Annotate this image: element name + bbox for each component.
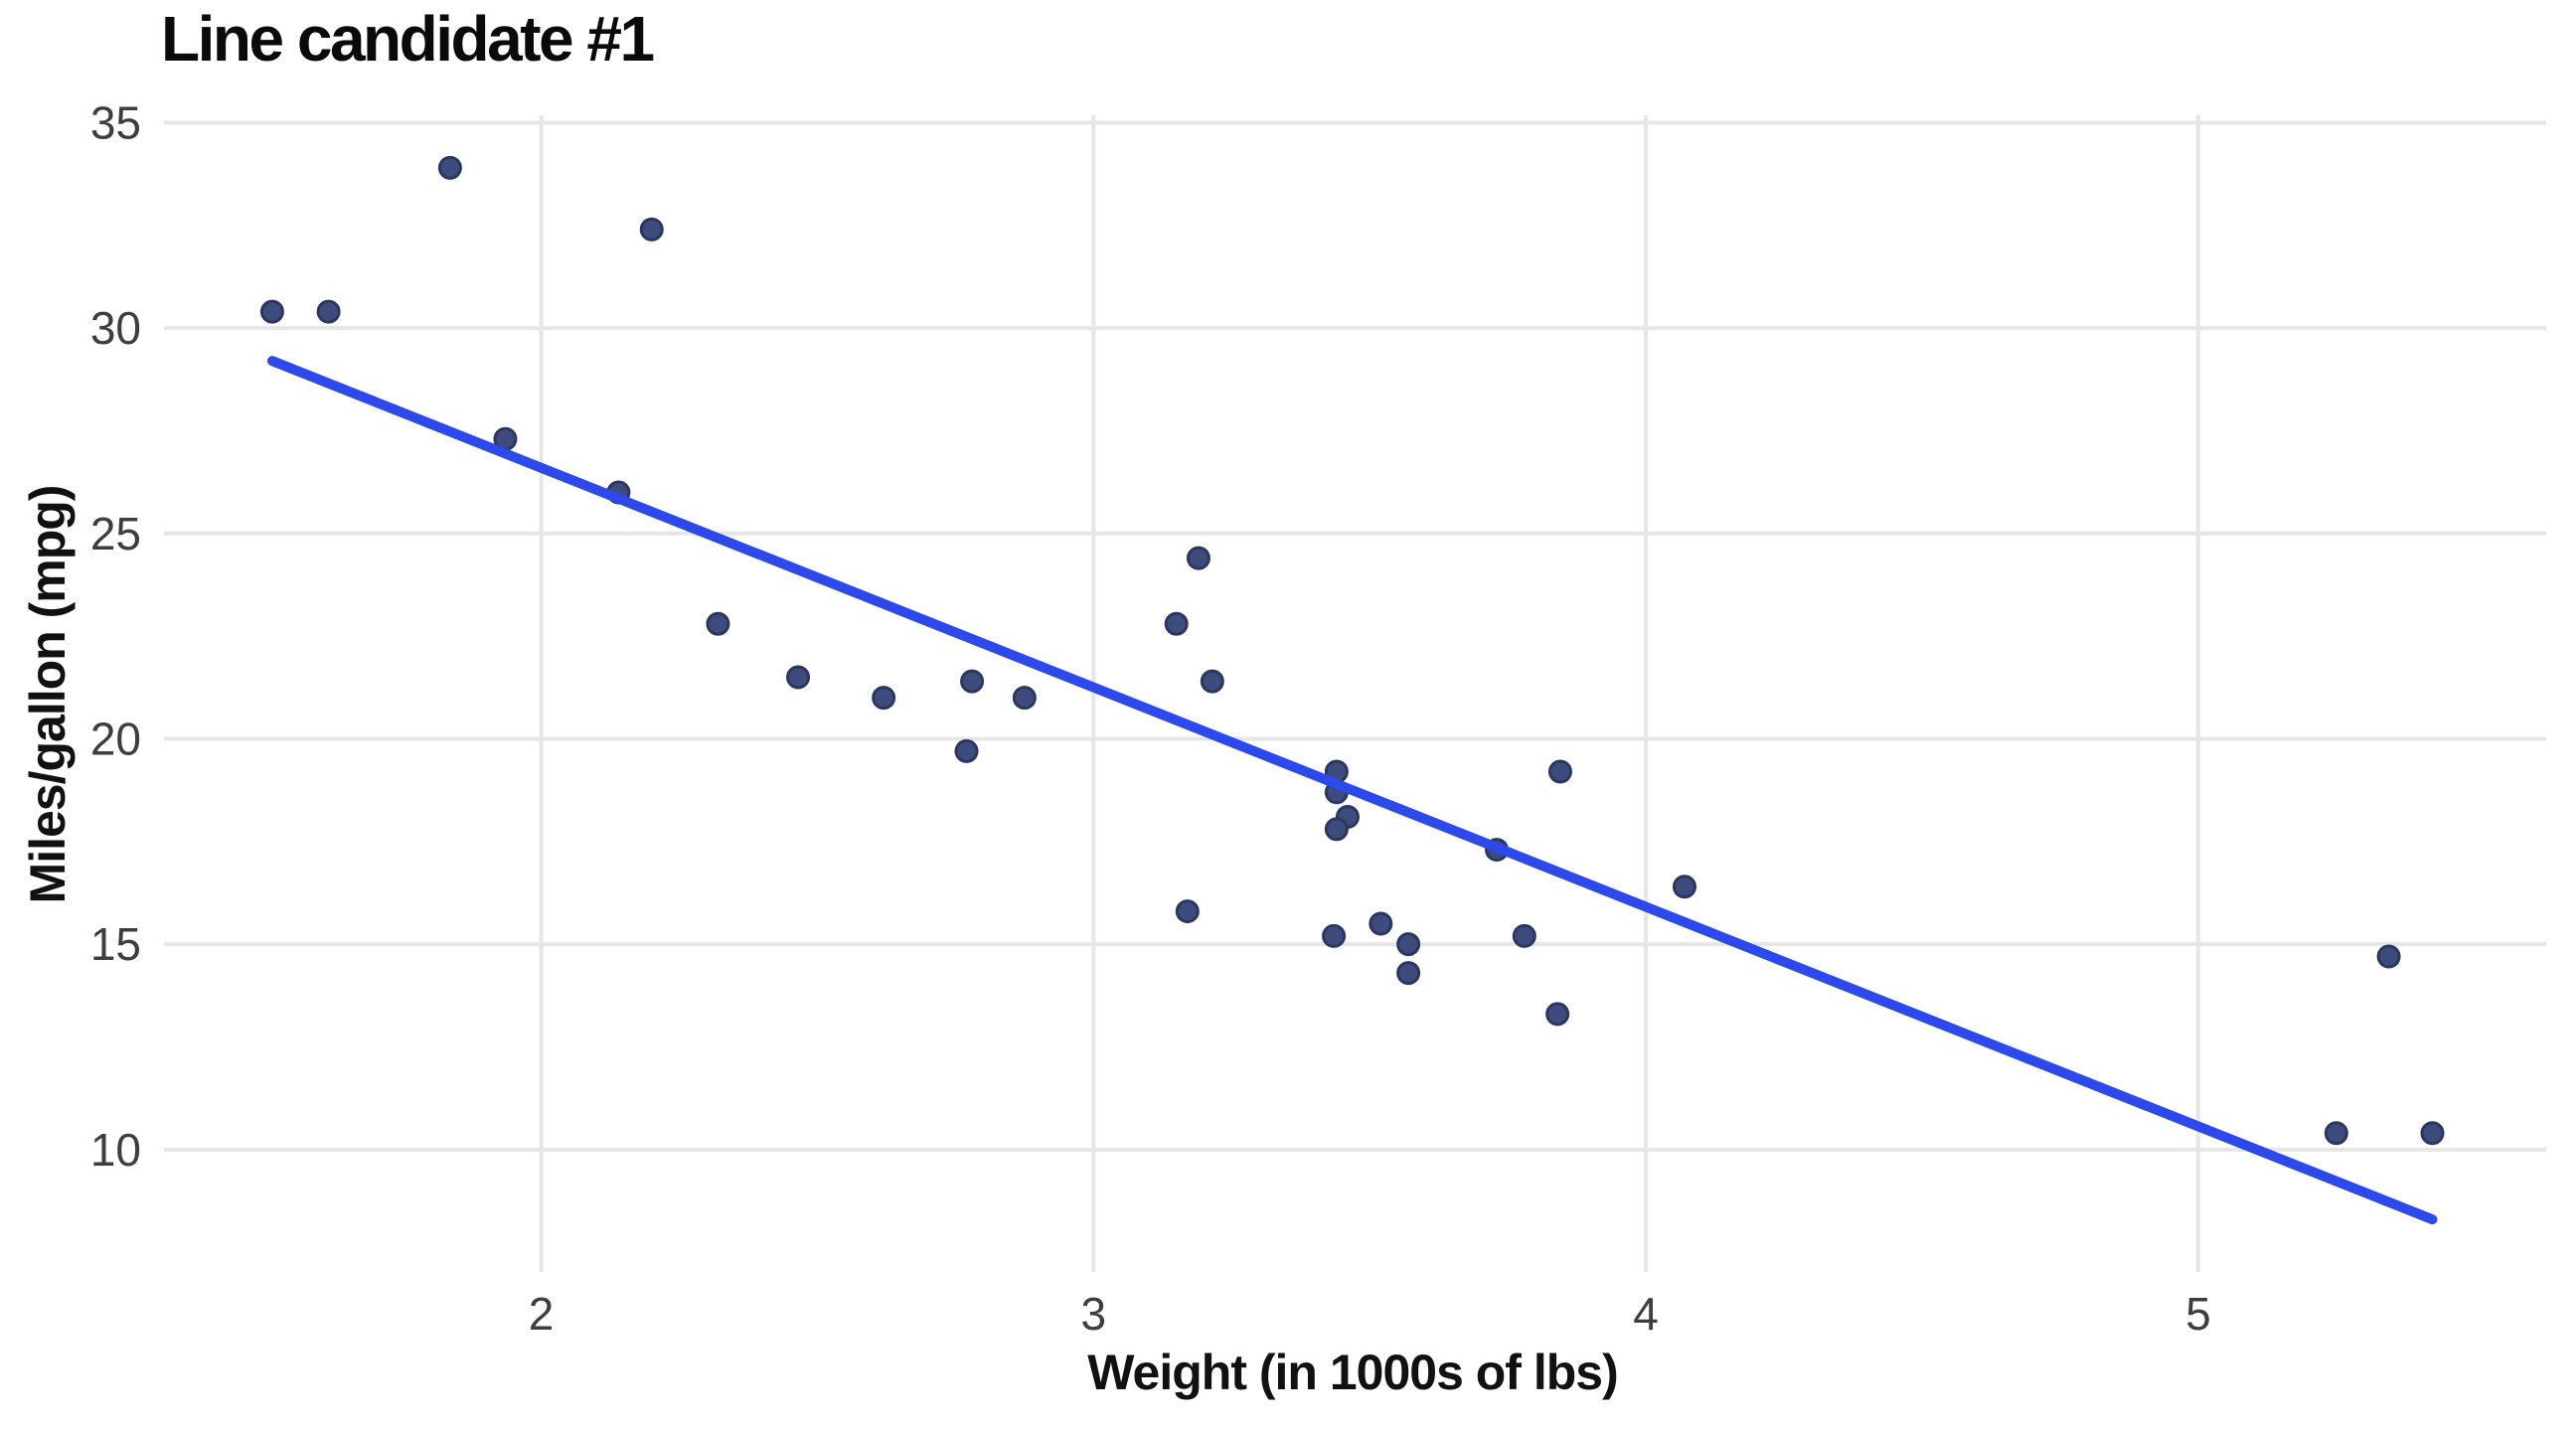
x-tick-label: 2 [529,1288,555,1340]
data-point [1512,923,1536,948]
y-tick-label: 15 [90,918,141,970]
data-point [2420,1121,2445,1146]
data-point [786,665,811,690]
data-point [1322,923,1347,948]
data-point [2324,1121,2348,1146]
y-axis-title: Miles/gallon (mpg) [20,485,76,904]
data-point [1545,1002,1570,1027]
data-point [1324,817,1349,842]
data-point [1368,911,1393,936]
y-tick-label: 10 [90,1124,141,1176]
data-point [259,299,284,324]
data-point [639,217,664,241]
data-point [1673,874,1697,899]
data-point [954,738,979,763]
data-point [1164,611,1189,636]
data-point [2376,944,2401,969]
data-point [1396,932,1421,957]
data-point [1186,546,1210,570]
y-tick-label: 25 [90,508,141,559]
candidate-line [266,356,2438,1225]
y-tick-label: 30 [90,302,141,354]
y-tick-label: 35 [90,96,141,148]
data-point [1012,686,1037,711]
data-point [1200,669,1224,694]
x-axis-title: Weight (in 1000s of lbs) [1087,1345,1619,1400]
x-tick-label: 4 [1633,1288,1659,1340]
data-point [960,669,985,694]
data-point [1547,759,1572,784]
y-tick-label: 20 [90,713,141,764]
data-point [316,299,341,324]
x-tick-label: 3 [1081,1288,1107,1340]
data-point [437,155,462,180]
x-tick-label: 5 [2185,1288,2211,1340]
data-point [706,611,730,636]
data-point [872,686,896,711]
chart-title: Line candidate #1 [161,3,655,75]
data-point [1396,961,1421,986]
data-point [1175,899,1200,924]
